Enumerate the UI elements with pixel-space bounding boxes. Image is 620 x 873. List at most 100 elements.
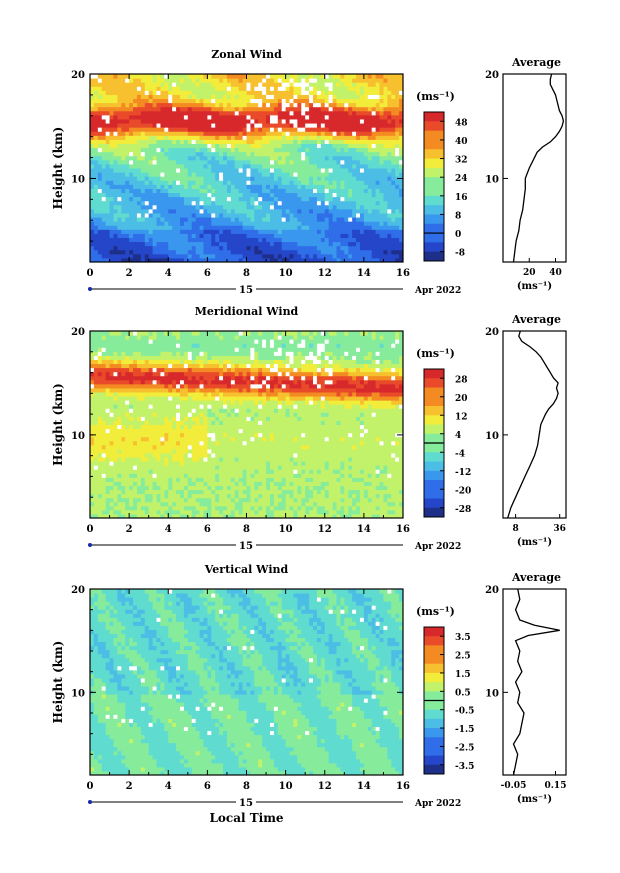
heatmap-cell [246,98,251,104]
heatmap-cell [183,461,189,466]
heatmap-cell [313,139,318,144]
date-month: Apr 2022 [414,286,461,296]
heatmap-cell [234,123,240,128]
heatmap-cell [105,86,111,91]
heatmap-cell [254,217,259,222]
heatmap-cell [183,501,189,507]
heatmap-cell [281,98,287,104]
heatmap-cell [375,172,381,177]
heatmap-cell [168,86,173,91]
heatmap-cell [129,217,134,222]
heatmap-cell [203,90,208,95]
heatmap-cell [266,481,271,486]
heatmap-cell [191,212,197,218]
heatmap-cell [234,212,240,218]
heatmap-cell [340,489,345,495]
heatmap-cell [273,172,279,177]
heatmap-cell [140,241,146,247]
heatmap-cell [359,118,365,124]
heatmap-cell [176,127,181,132]
heatmap-cell [348,461,353,466]
heatmap-cell [340,497,345,503]
heatmap-cell [168,229,173,234]
colorbar-segment [424,251,444,262]
heatmap-cell [297,469,302,474]
heatmap-cell [305,172,310,177]
heatmap-cell [379,151,384,157]
heatmap-cell [281,245,287,251]
heatmap-cell [129,457,134,462]
heatmap-cell [324,163,330,169]
heatmap-cell [109,127,114,132]
heatmap-cell [109,147,114,153]
heatmap-cell [289,257,294,263]
heatmap-cell [105,102,111,108]
heatmap-cell [219,123,224,128]
heatmap-cell [356,135,361,140]
heatmap-cell [246,469,251,474]
heatmap-cell [371,192,377,198]
heatmap-cell [129,172,134,177]
heatmap-cell [211,143,216,149]
heatmap-cell [242,509,247,515]
heatmap-cell [195,114,201,120]
heatmap-cell [399,163,404,169]
heatmap-cell [344,151,349,157]
heatmap-cell [148,82,154,87]
heatmap-cell [395,94,400,100]
heatmap-cell [125,159,130,165]
heatmap-cell [129,98,134,104]
heatmap-cell [90,180,95,185]
heatmap-cell [242,461,247,466]
heatmap-cell [324,245,330,251]
heatmap-cell [179,163,185,169]
heatmap-cell [316,245,322,251]
heatmap-cell [168,204,173,210]
heatmap-cell [121,509,126,515]
heatmap-cell [277,225,283,230]
heatmap-cell [336,245,341,251]
heatmap-cell [309,245,314,251]
heatmap-cell [289,131,294,136]
heatmap-cell [262,172,267,177]
heatmap-cell [316,163,322,169]
average-y-tick-label: 10 [485,174,499,185]
heatmap-cell [344,135,349,140]
heatmap-cell [242,465,247,470]
heatmap-cell [273,143,279,149]
heatmap-cell [324,200,330,206]
heatmap-cell [266,257,271,263]
heatmap-cell [387,485,392,491]
heatmap-cell [164,114,169,120]
heatmap-cell [301,221,306,226]
heatmap-cell [176,176,181,181]
heatmap-cell [144,135,150,140]
heatmap-cell [164,461,169,466]
heatmap-cell [101,123,107,128]
heatmap-cell [246,489,251,495]
heatmap-cell [172,497,177,503]
heatmap-cell [207,180,212,185]
heatmap-cell [320,102,326,108]
heatmap-cell [395,86,400,91]
heatmap-cell [93,513,99,519]
heatmap-cell [348,131,353,136]
heatmap-cell [136,509,142,515]
heatmap-cell [324,94,330,100]
heatmap-cell [144,241,150,247]
heatmap-cell [226,221,232,226]
heatmap-cell [105,94,111,100]
heatmap-cell [379,221,384,226]
heatmap-cell [328,212,334,218]
heatmap-cell [395,233,400,238]
heatmap-cell [234,102,240,108]
heatmap-cell [144,513,150,519]
heatmap-cell [316,257,322,263]
heatmap-cell [254,135,259,140]
heatmap-cell [109,493,114,499]
heatmap-cell [399,208,404,214]
heatmap-cell [363,114,369,120]
heatmap-cell [305,237,310,243]
heatmap-cell [203,143,208,149]
heatmap-cell [168,184,173,189]
